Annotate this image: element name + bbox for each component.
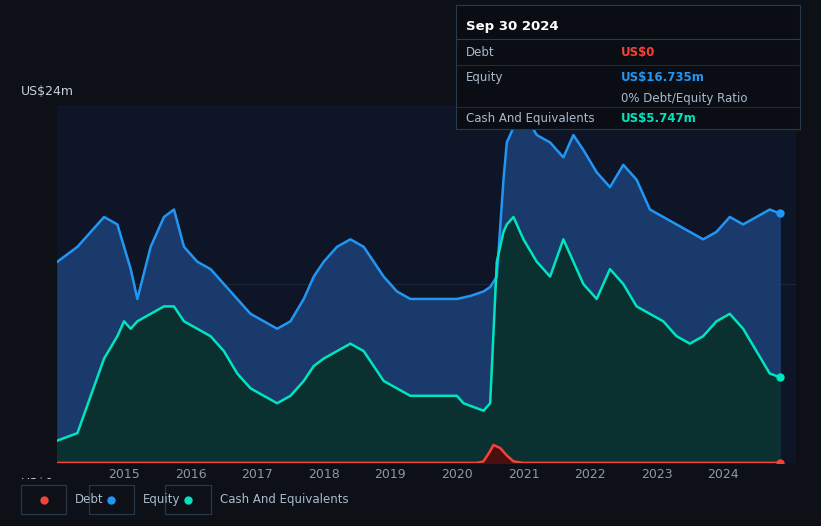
Text: Cash And Equivalents: Cash And Equivalents (466, 112, 594, 125)
Text: Equity: Equity (143, 493, 181, 506)
Text: Cash And Equivalents: Cash And Equivalents (220, 493, 348, 506)
Text: Equity: Equity (466, 71, 503, 84)
Text: US$5.747m: US$5.747m (621, 112, 697, 125)
Text: US$0: US$0 (21, 477, 53, 490)
Text: US$0: US$0 (621, 46, 655, 59)
Text: Debt: Debt (466, 46, 494, 59)
Text: 0% Debt/Equity Ratio: 0% Debt/Equity Ratio (621, 92, 748, 105)
Text: US$24m: US$24m (21, 85, 74, 98)
Text: Sep 30 2024: Sep 30 2024 (466, 20, 558, 33)
Text: US$16.735m: US$16.735m (621, 71, 705, 84)
Text: Debt: Debt (76, 493, 103, 506)
